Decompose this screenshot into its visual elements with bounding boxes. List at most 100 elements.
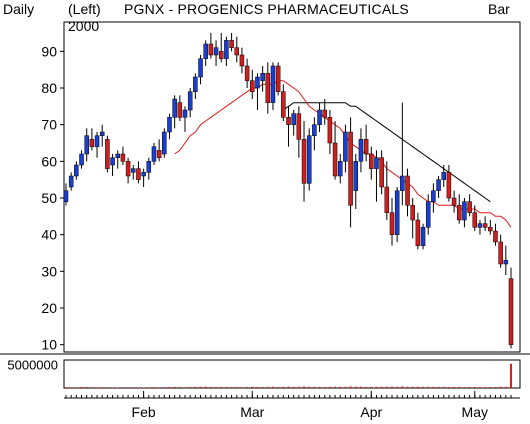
price-plot-frame — [63, 21, 521, 353]
volume-bar — [447, 387, 450, 388]
candle-body — [425, 201, 431, 228]
volume-bar — [427, 386, 430, 388]
volume-bar — [510, 363, 512, 388]
volume-bar — [75, 387, 78, 388]
volume-plot-frame — [63, 359, 521, 389]
volume-bar — [121, 387, 124, 388]
volume-bar — [422, 386, 425, 388]
volume-bar — [473, 386, 476, 388]
candle-body — [301, 139, 307, 184]
volume-bar — [225, 387, 228, 388]
volume-bar — [365, 386, 368, 388]
volume-bar — [344, 386, 347, 388]
volume-bar — [101, 387, 104, 388]
volume-bar — [204, 386, 207, 388]
candle-body — [218, 51, 224, 59]
volume-bar — [478, 387, 481, 388]
volume-bar — [432, 386, 435, 388]
candle-body — [74, 164, 79, 177]
volume-bar — [163, 387, 166, 388]
candle-body — [369, 153, 374, 169]
volume-bar — [116, 387, 119, 388]
x-tick-label: Feb — [132, 404, 156, 420]
volume-bar — [359, 386, 362, 388]
volume-bar — [442, 386, 445, 388]
volume-bar — [132, 387, 135, 388]
volume-bar — [209, 386, 212, 388]
volume-bar — [85, 386, 88, 388]
x-tick-label: Apr — [360, 404, 382, 420]
candle-body — [281, 91, 286, 118]
volume-bar — [308, 386, 311, 388]
volume-bar — [385, 386, 388, 388]
volume-bar — [277, 387, 280, 388]
candle-body — [400, 175, 405, 191]
candle-body — [275, 65, 281, 92]
volume-bar — [189, 387, 192, 388]
x-tick-label: Mar — [240, 404, 264, 420]
volume-bar — [142, 387, 145, 388]
volume-bar — [390, 386, 393, 388]
volume-bar — [168, 387, 171, 388]
candle-body — [105, 139, 110, 169]
volume-bar — [271, 386, 274, 388]
volume-bar — [494, 386, 497, 388]
candle-body — [89, 139, 95, 147]
y-tick-label: 90 — [41, 43, 57, 59]
candle-body — [79, 153, 84, 166]
volume-bar — [70, 387, 73, 388]
candle-body — [451, 197, 457, 206]
volume-bar — [416, 386, 419, 388]
volume-bar — [256, 387, 259, 388]
candle-body — [99, 131, 105, 136]
y-tick-label: 50 — [41, 190, 57, 206]
y-tick-label: 40 — [41, 227, 57, 243]
candle-body — [322, 109, 327, 118]
candle-body — [436, 179, 441, 191]
scale-label: (Left) — [68, 1, 101, 17]
volume-bar — [354, 386, 357, 388]
volume-bar — [504, 386, 507, 388]
volume-bar — [453, 386, 456, 388]
volume-bar — [349, 386, 352, 388]
candle-body — [363, 139, 369, 155]
candle-body — [136, 168, 141, 180]
candle-body — [337, 161, 343, 177]
candle-body — [291, 113, 296, 125]
volume-bar — [127, 387, 130, 388]
candle-body — [332, 142, 338, 177]
volume-bar — [297, 386, 300, 388]
candle-body — [239, 54, 245, 67]
volume-bar — [90, 387, 93, 388]
volume-bar — [184, 387, 187, 388]
candle-body — [348, 131, 353, 206]
candle-body — [125, 161, 131, 177]
candle-body — [270, 65, 276, 103]
volume-bar — [380, 386, 383, 388]
volume-bar — [458, 386, 461, 388]
candle-body — [353, 161, 359, 191]
volume-bar — [235, 387, 238, 388]
volume-bar — [318, 386, 321, 388]
volume-bar — [463, 387, 466, 388]
volume-bar — [282, 386, 285, 388]
candle-body — [224, 40, 229, 59]
candle-body — [343, 131, 348, 162]
volume-bar — [111, 387, 114, 388]
candle-body — [286, 117, 291, 125]
candle-body — [358, 139, 364, 162]
candle-body — [446, 172, 452, 199]
candle-body — [410, 205, 415, 221]
candle-body — [389, 212, 395, 235]
moving-average-long-line — [283, 102, 491, 203]
candle-body — [110, 157, 115, 166]
volume-bar — [158, 387, 161, 388]
candle-body — [84, 135, 89, 155]
volume-bar — [499, 386, 502, 388]
candle-body — [296, 113, 302, 140]
x-tick-label: May — [462, 404, 488, 420]
volume-bar — [292, 386, 295, 388]
candle-body — [198, 58, 203, 78]
volume-bar — [80, 387, 83, 388]
